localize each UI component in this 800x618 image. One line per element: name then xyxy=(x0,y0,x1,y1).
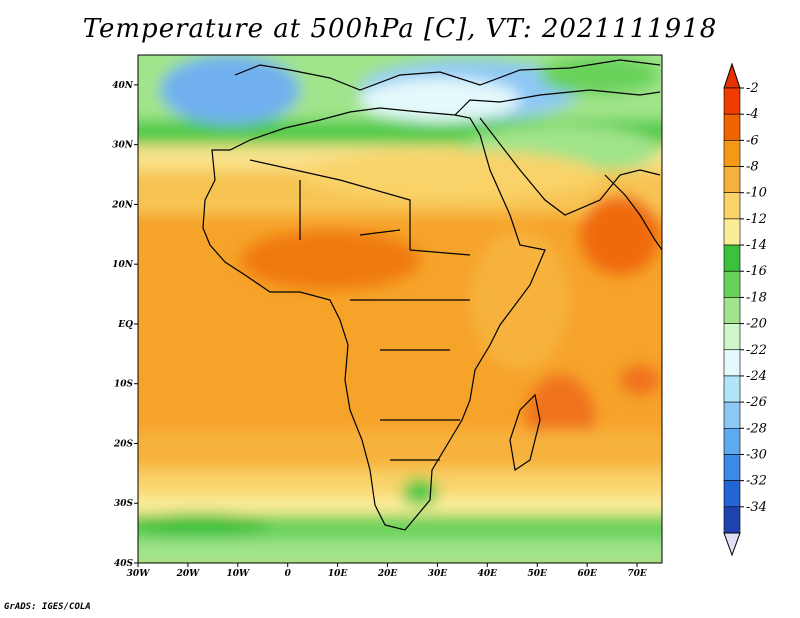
colorbar-swatch xyxy=(723,506,741,534)
colorbar-label: -20 xyxy=(746,317,767,332)
lon-tick-label: 40E xyxy=(478,569,498,579)
colorbar-label: -16 xyxy=(746,264,767,279)
lat-tick-label: 40S xyxy=(114,559,134,569)
lat-tick-label: EQ xyxy=(117,320,133,330)
lon-tick-label: 0 xyxy=(285,569,292,579)
lon-tick-label: 20W xyxy=(176,569,201,579)
lon-tick-label: 20E xyxy=(377,569,398,579)
lat-tick-label: 20S xyxy=(113,439,134,449)
colorbar-swatch xyxy=(723,454,741,481)
colorbar-label: -12 xyxy=(746,212,767,227)
credit-label: GrADS: IGES/COLA xyxy=(4,602,91,612)
axis-ticks: 30W 20W 10W 0 10E 20E 30E 40E 50E 60E 70E 40N 30N 20N… xyxy=(111,81,647,579)
colorbar-label: -8 xyxy=(746,160,759,175)
plot-frame xyxy=(137,54,663,564)
colorbar-swatch xyxy=(723,401,741,429)
colorbar-label: -26 xyxy=(746,395,767,410)
coastlines xyxy=(202,59,663,531)
colorbar-label: -24 xyxy=(746,369,767,384)
colorbar-label: -22 xyxy=(746,343,767,358)
lat-tick-label: 30N xyxy=(112,141,134,151)
colorbar-swatch xyxy=(723,270,741,298)
colorbar-swatch xyxy=(723,140,741,167)
colorbar-top-arrow xyxy=(723,62,741,89)
lon-tick-label: 10W xyxy=(226,569,250,579)
colorbar-swatch xyxy=(723,375,741,403)
colorbar-label: -10 xyxy=(746,186,767,201)
colorbar-label: -4 xyxy=(746,107,759,122)
lat-tick-label: 40N xyxy=(112,81,134,91)
colorbar-label: -18 xyxy=(746,290,767,305)
lat-tick-label: 10N xyxy=(112,260,134,270)
lon-tick-label: 10E xyxy=(328,569,348,579)
lat-tick-label: 20N xyxy=(111,200,134,210)
colorbar-swatch xyxy=(723,297,741,324)
colorbar-label: -6 xyxy=(746,133,759,148)
lon-tick-label: 30E xyxy=(428,569,448,579)
colorbar-swatch xyxy=(723,166,741,194)
colorbar-label: -2 xyxy=(746,81,759,96)
lon-tick-label: 70E xyxy=(627,569,647,579)
lon-tick-label: 30W xyxy=(127,569,151,579)
colorbar-swatch xyxy=(723,480,741,508)
lat-tick-label: 30S xyxy=(114,499,134,509)
colorbar-swatch xyxy=(723,349,741,377)
colorbar-label: -32 xyxy=(746,474,767,489)
colorbar-swatch xyxy=(723,218,741,246)
temperature-field xyxy=(138,55,662,563)
lon-tick-label: 60E xyxy=(577,569,597,579)
colorbar-swatch xyxy=(723,192,741,220)
colorbar-swatch xyxy=(723,87,741,115)
map-title: Temperature at 500hPa [C], VT: 202111191… xyxy=(82,14,718,44)
colorbar-label: -14 xyxy=(746,238,767,253)
lat-tick-label: 10S xyxy=(114,380,134,390)
lon-tick-label: 50E xyxy=(528,569,548,579)
colorbar-label: -30 xyxy=(746,447,767,462)
colorbar-swatch xyxy=(723,244,741,272)
colorbar: -2 -4 -6 -8 -10 -12 -14 -16 -18 -20 -22 -24 -26 -28 -3… xyxy=(723,62,767,557)
colorbar-label: -34 xyxy=(746,500,767,515)
colorbar-swatch xyxy=(723,427,741,455)
colorbar-label: -28 xyxy=(746,421,767,436)
colorbar-swatch xyxy=(723,323,741,351)
colorbar-swatch xyxy=(723,113,741,141)
colorbar-bottom-arrow xyxy=(723,532,741,557)
